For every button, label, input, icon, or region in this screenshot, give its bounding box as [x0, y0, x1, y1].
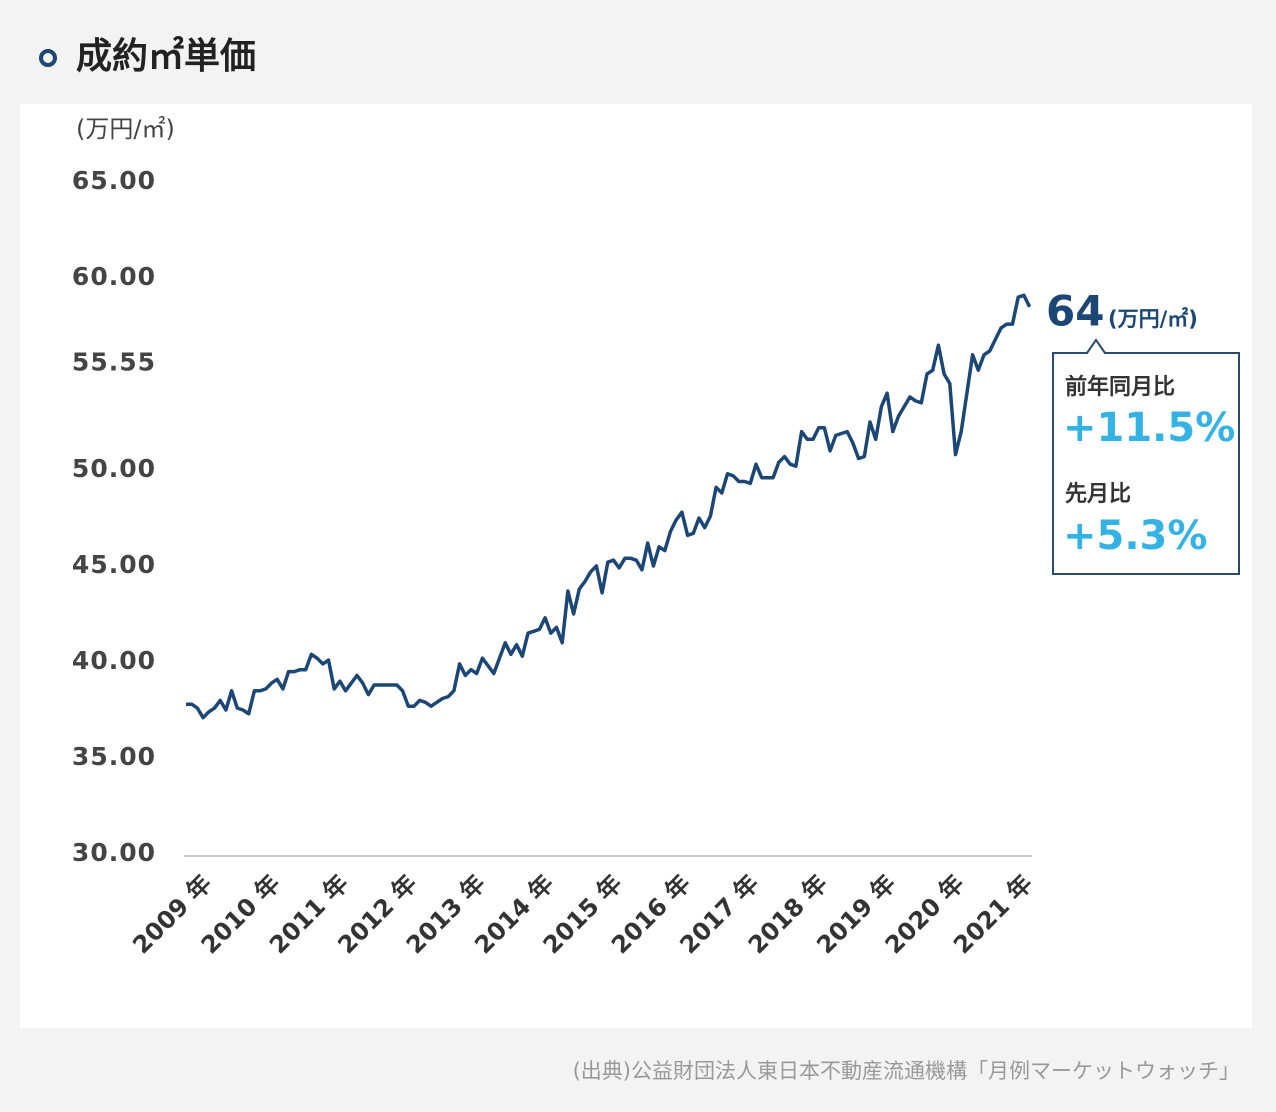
yoy-value: +11.5%: [1063, 405, 1235, 451]
latest-value: 64: [1046, 287, 1104, 336]
y-tick-label: 45.00: [72, 550, 156, 579]
y-tick-label: 40.00: [72, 646, 156, 675]
y-tick-label: 65.00: [72, 166, 156, 195]
source: (出典)公益財団法人東日本不動産流通機構「月例マーケットウォッチ」: [573, 1059, 1240, 1083]
callout-box: [1052, 338, 1240, 575]
mom-value: +5.3%: [1063, 513, 1207, 559]
y-tick-label: 30.00: [72, 838, 156, 867]
y-tick-label: 50.00: [72, 454, 156, 483]
yoy-label: 前年同月比: [1065, 374, 1175, 400]
title-icon: [39, 49, 57, 67]
y-tick-label: 60.00: [72, 262, 156, 291]
y-tick-label: 35.00: [72, 742, 156, 771]
latest-unit: (万円/㎡): [1108, 307, 1198, 331]
line: [186, 293, 1032, 720]
y-axis-label: (万円/㎡): [76, 115, 175, 143]
y-tick-label: 55.55: [72, 347, 156, 376]
chart-card: [20, 104, 1252, 1028]
chart-title: 成約㎡単価: [76, 35, 256, 77]
mom-label: 先月比: [1065, 482, 1131, 507]
